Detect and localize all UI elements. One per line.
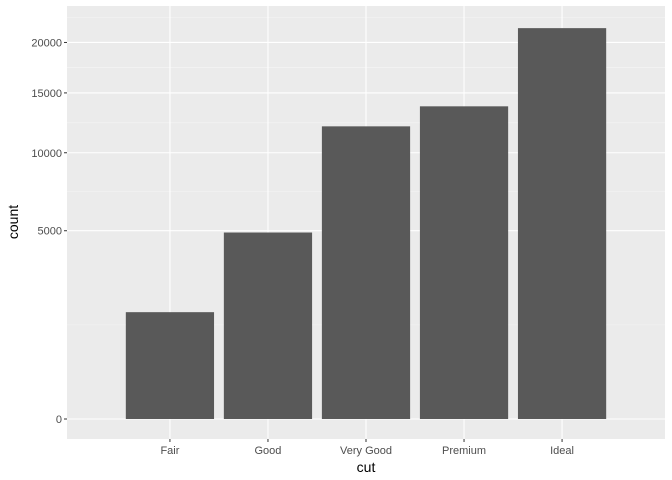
x-tick-label: Ideal xyxy=(550,445,574,457)
y-axis-title: count xyxy=(5,205,21,239)
y-tick-label: 0 xyxy=(56,414,62,426)
x-tick-label: Good xyxy=(255,445,282,457)
x-tick-label: Very Good xyxy=(340,445,392,457)
bar xyxy=(419,106,509,420)
bars xyxy=(125,28,607,420)
x-axis: Fair Good Very Good Premium Ideal xyxy=(160,439,574,457)
x-tick-label: Fair xyxy=(160,445,179,457)
bar xyxy=(125,312,215,419)
y-tick-label: 5000 xyxy=(38,226,62,238)
x-tick-label: Premium xyxy=(442,445,486,457)
y-tick-label: 20000 xyxy=(31,37,62,49)
bar xyxy=(321,126,411,419)
y-tick-label: 10000 xyxy=(31,148,62,160)
x-axis-title: cut xyxy=(357,459,376,475)
bar xyxy=(517,28,607,419)
y-tick-label: 15000 xyxy=(31,88,62,100)
y-axis: 0 5000 10000 15000 20000 xyxy=(31,37,67,426)
bar xyxy=(223,232,313,419)
